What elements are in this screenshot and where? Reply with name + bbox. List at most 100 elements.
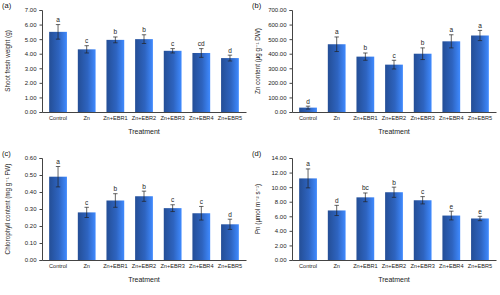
tick-label: Zn+EBR5 [468,263,492,269]
tick-label: Zn+EBR3 [160,263,184,269]
significance-letter: c [171,40,175,47]
tick-label: 6.00 [275,214,287,220]
tick: 7.00 [25,7,42,13]
tick-mark [290,173,293,174]
tick-label: Zn [83,263,90,269]
error-bar [392,187,396,197]
plot-area [299,169,489,260]
tick-label: 2.00 [25,80,37,86]
tick: 3.00 [25,66,42,72]
tick: Zn+EBR5 [468,260,492,269]
tick: 4.00 [25,51,42,57]
error-bar [228,219,232,229]
tick-mark [290,216,293,217]
bar [78,212,96,260]
tick: Zn [83,112,90,121]
x-axis: ControlZnZn+EBR1Zn+EBR2Zn+EBR3Zn+EBR4Zn+… [43,112,247,121]
tick-label: 1.00 [25,95,37,101]
tick-mark [40,192,43,193]
tick-label: 600.00 [268,22,287,28]
significance-letter: d [335,197,339,204]
error-bar [228,55,232,61]
tick-label: 0.20 [25,223,37,229]
tick-label: 0.00 [25,109,37,115]
tick-label: Zn [333,115,340,121]
tick-label: Zn+EBR3 [410,263,434,269]
tick-label: 0.50 [25,172,37,178]
significance-letter: a [56,16,60,23]
tick: Zn+EBR1 [353,112,377,121]
tick-mark [40,10,43,11]
tick: Zn+EBR3 [160,260,184,269]
y-axis-title: Shoot fresh weight (g) [4,30,12,92]
tick-mark [290,68,293,69]
tick-label: 3.00 [25,66,37,72]
tick-mark [40,260,43,261]
significance-letter: d [228,47,232,54]
tick-label: Zn+EBR2 [132,115,156,121]
tick-label: 200.00 [268,80,287,86]
figure: acbbccdd0.001.002.003.004.005.006.007.00… [0,0,500,295]
error-bar [56,25,60,40]
tick-label: 0.30 [25,206,37,212]
panel-label: (a) [2,1,12,10]
tick-mark [40,158,43,159]
significance-letter: d [228,211,232,218]
tick-mark [40,25,43,26]
bar [78,49,96,112]
tick-label: Control [299,115,317,121]
tick: Zn+EBR4 [189,112,213,121]
tick: Zn+EBR3 [160,112,184,121]
bar [442,216,460,260]
bar [299,178,317,260]
significance-letter: e [478,208,482,215]
tick: 2.00 [275,243,292,249]
tick: Control [49,112,67,121]
tick: Zn [83,260,90,269]
axis-line [43,260,247,261]
tick: Zn+EBR1 [103,260,127,269]
error-bar [170,49,174,53]
tick-label: 500.00 [268,37,287,43]
tick-label: 0.00 [25,257,37,263]
significance-letter: c [392,52,396,59]
tick-label: 700.00 [268,7,287,13]
tick-mark [40,243,43,244]
tick: Control [299,112,317,121]
tick-mark [290,54,293,55]
tick: Zn+EBR3 [410,260,434,269]
tick-label: 7.00 [25,7,37,13]
significance-letter: e [449,203,453,210]
bar [164,51,182,112]
significance-letter: b [364,44,368,51]
panel: dabcbaa0.00100.00200.00300.00400.00500.0… [252,1,497,135]
error-bar [392,60,396,69]
significance-letter: b [114,28,118,35]
tick: 300.00 [268,66,292,72]
significance-letter: b [142,183,146,190]
tick-label: Zn+EBR3 [160,115,184,121]
tick: Control [299,260,317,269]
tick-label: 2.00 [275,243,287,249]
error-bar [478,30,482,40]
tick: Zn+EBR2 [382,112,406,121]
error-bar [334,37,338,52]
x-axis: ControlZnZn+EBR1Zn+EBR2Zn+EBR3Zn+EBR4Zn+… [293,112,497,121]
tick-mark [290,231,293,232]
error-bar [199,49,203,58]
axis-line [43,112,247,113]
letters: acbbccdd [56,16,232,54]
tick: 0.40 [25,189,42,195]
tick-label: Zn+EBR3 [410,115,434,121]
tick: Zn [333,112,340,121]
tick: Zn+EBR3 [410,112,434,121]
tick-mark [290,39,293,40]
axis-line [290,11,293,113]
tick-label: Zn+EBR1 [103,263,127,269]
tick: Zn+EBR5 [218,260,242,269]
tick-label: 0.00 [275,109,287,115]
y-axis: 0.000.100.200.300.400.500.60 [25,155,43,263]
y-axis: 0.002.004.006.008.0010.0012.0014.00 [271,155,292,263]
tick-mark [290,202,293,203]
tick-label: 4.00 [275,228,287,234]
